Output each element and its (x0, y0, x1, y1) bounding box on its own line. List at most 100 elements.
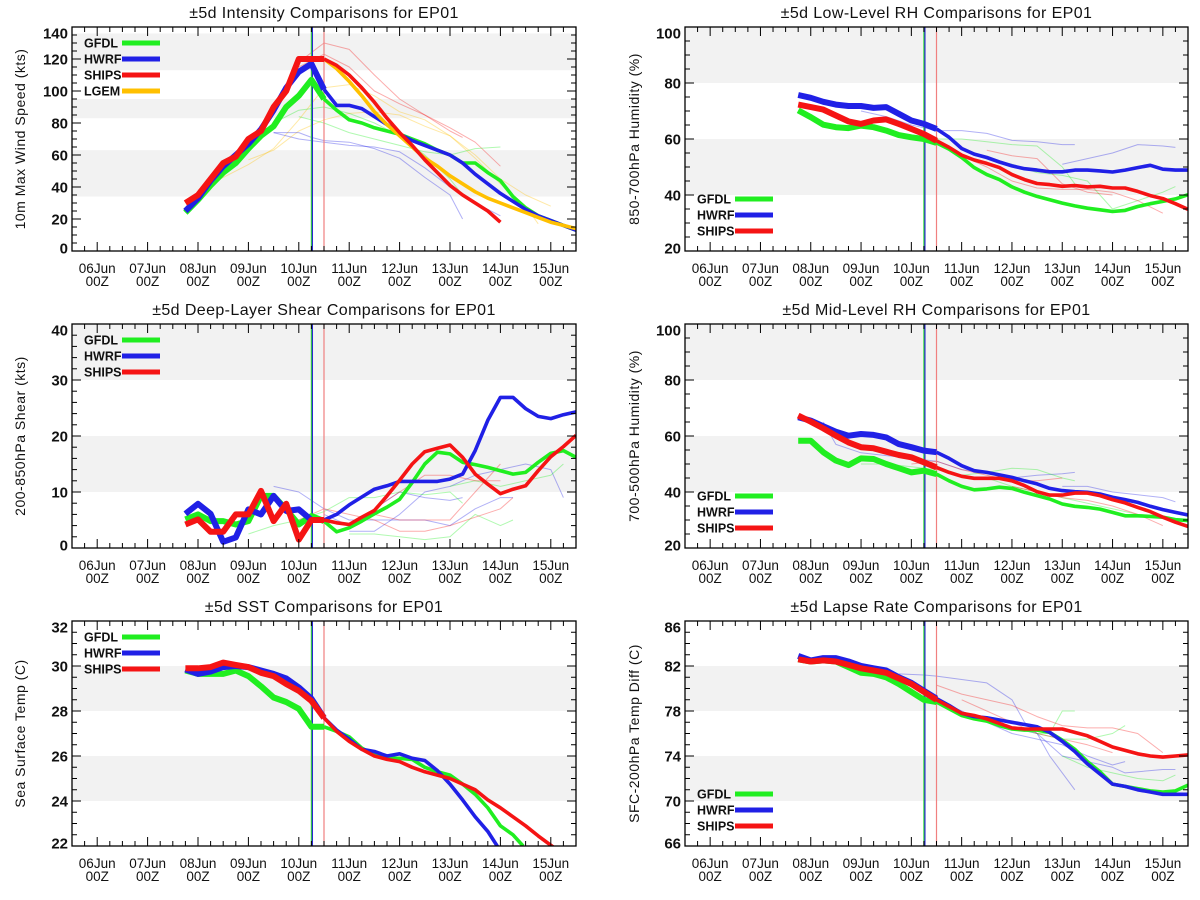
x-tick-label-date: 09Jun (230, 261, 267, 276)
x-tick-label-time: 00Z (749, 571, 772, 586)
legend: GFDL HWRF SHIPS (697, 788, 773, 834)
x-tick-label-time: 00Z (950, 571, 973, 586)
previous-forecast-line-gfdl (449, 463, 564, 487)
x-tick-label-date: 11Jun (944, 261, 980, 276)
x-tick-label-time: 00Z (1101, 869, 1124, 884)
legend-label-gfdl: GFDL (84, 37, 118, 51)
x-tick-label-date: 13Jun (1044, 261, 1081, 276)
series-line-gfdl-analysis (796, 107, 938, 146)
legend-label-hwrf: HWRF (697, 804, 735, 818)
x-tick-label-date: 06Jun (79, 856, 116, 871)
previous-forecast-line-gfdl (349, 513, 514, 541)
legend-label-hwrf: HWRF (84, 53, 122, 67)
x-tick-label-date: 10Jun (280, 558, 317, 573)
previous-forecast-line-ships (298, 53, 501, 167)
y-tick-label: 120 (43, 52, 68, 69)
x-tick-label-time: 00Z (539, 571, 562, 586)
x-tick-label-time: 00Z (388, 571, 411, 586)
x-tick-label-date: 14Jun (482, 856, 519, 871)
previous-forecast-line-ships (298, 42, 463, 138)
y-tick-label: 60 (664, 132, 681, 149)
x-tick-label-time: 00Z (799, 274, 822, 289)
series-line-ships-analysis (796, 412, 938, 471)
x-tick-label-time: 00Z (1101, 274, 1124, 289)
legend: GFDL HWRF SHIPS (84, 334, 160, 380)
x-tick-label-date: 10Jun (893, 856, 930, 871)
x-tick-label-date: 14Jun (1094, 856, 1131, 871)
x-tick-label-time: 00Z (1000, 274, 1023, 289)
plot-lines (797, 621, 1188, 846)
y-tick-label: 86 (664, 620, 681, 637)
x-tick-label-time: 00Z (287, 274, 310, 289)
previous-forecast-line-hwrf (273, 485, 513, 527)
x-tick-label-time: 00Z (849, 274, 872, 289)
series-line-gfdl-analysis (798, 437, 938, 477)
series-line-hwrf-forecast (935, 450, 1188, 517)
x-tick-label-time: 00Z (287, 869, 310, 884)
x-tick-label-date: 06Jun (692, 558, 729, 573)
series-line-ships-analysis (184, 487, 324, 543)
series-line-ships-analysis (185, 659, 327, 720)
chart-title: ±5d Low-Level RH Comparisons for EP01 (781, 5, 1093, 22)
previous-forecast-line-gfdl (1062, 755, 1176, 782)
x-tick-label-date: 11Jun (331, 261, 367, 276)
chart-panel-sst: ±5d SST Comparisons for EP01 Sea Surface … (12, 599, 577, 884)
chart-panel-low-level-rh: ±5d Low-Level RH Comparisons for EP01 850… (626, 5, 1189, 289)
legend: GFDL HWRF SHIPS (697, 193, 773, 239)
x-tick-label-time: 00Z (489, 274, 512, 289)
x-tick-label-date: 12Jun (381, 856, 418, 871)
x-tick-label-time: 00Z (136, 869, 159, 884)
x-tick-label-date: 15Jun (1144, 856, 1181, 871)
legend-label-ships: SHIPS (697, 820, 735, 834)
y-tick-label: 70 (664, 794, 681, 811)
previous-forecast-line-hwrf (822, 421, 1075, 479)
x-tick-label-date: 07Jun (129, 261, 166, 276)
x-tick-label-time: 00Z (1000, 869, 1023, 884)
series-line-ships-forecast (935, 465, 1188, 529)
series-line-gfdl-forecast (322, 448, 576, 534)
y-axis-label: SFC-200hPa Temp Diff (C) (626, 644, 642, 823)
series-line-lgem-forecast (322, 57, 576, 231)
x-tick-label-time: 00Z (86, 869, 109, 884)
y-tick-label: 40 (51, 323, 68, 340)
legend-label-ships: SHIPS (84, 366, 122, 380)
x-tick-label-time: 00Z (186, 274, 209, 289)
y-tick-label: 100 (656, 323, 681, 340)
x-tick-label-time: 00Z (1101, 571, 1124, 586)
x-tick-label-time: 00Z (1051, 869, 1074, 884)
x-tick-label-date: 11Jun (331, 856, 367, 871)
x-tick-label-time: 00Z (1051, 274, 1074, 289)
x-tick-label-date: 15Jun (1144, 558, 1181, 573)
legend-label-gfdl: GFDL (697, 788, 731, 802)
previous-forecast-line-ships (374, 463, 501, 521)
legend-label-hwrf: HWRF (84, 647, 122, 661)
legend: GFDL HWRF SHIPS (84, 631, 160, 677)
y-tick-label: 100 (656, 26, 681, 43)
y-axis-label: 700-500hPa Humidity (%) (626, 350, 642, 522)
y-tick-label: 30 (51, 659, 68, 676)
previous-forecast-line-hwrf (1011, 727, 1176, 774)
legend-label-gfdl: GFDL (697, 193, 731, 207)
legend-label-hwrf: HWRF (697, 506, 735, 520)
chart-title: ±5d Intensity Comparisons for EP01 (189, 5, 459, 22)
legend: GFDL HWRF SHIPS LGEM (84, 37, 160, 99)
x-tick-label-time: 00Z (338, 571, 361, 586)
series-line-hwrf-analysis (183, 492, 324, 545)
x-tick-label-date: 12Jun (381, 261, 418, 276)
x-tick-label-date: 10Jun (893, 558, 930, 573)
series-line-ships-forecast (323, 434, 576, 527)
x-tick-label-date: 13Jun (1044, 856, 1081, 871)
x-tick-label-time: 00Z (86, 571, 109, 586)
y-tick-label: 32 (51, 620, 68, 637)
previous-forecast-line-gfdl (298, 116, 501, 156)
x-tick-label-time: 00Z (699, 869, 722, 884)
y-tick-label: 20 (51, 429, 68, 446)
series-line-hwrf-forecast (322, 88, 576, 232)
plot-lines (796, 27, 1188, 251)
y-tick-label: 80 (664, 76, 681, 93)
x-tick-label-time: 00Z (950, 274, 973, 289)
x-tick-label-date: 08Jun (180, 261, 217, 276)
y-tick-label: 100 (43, 84, 68, 101)
x-tick-label-date: 15Jun (532, 261, 569, 276)
